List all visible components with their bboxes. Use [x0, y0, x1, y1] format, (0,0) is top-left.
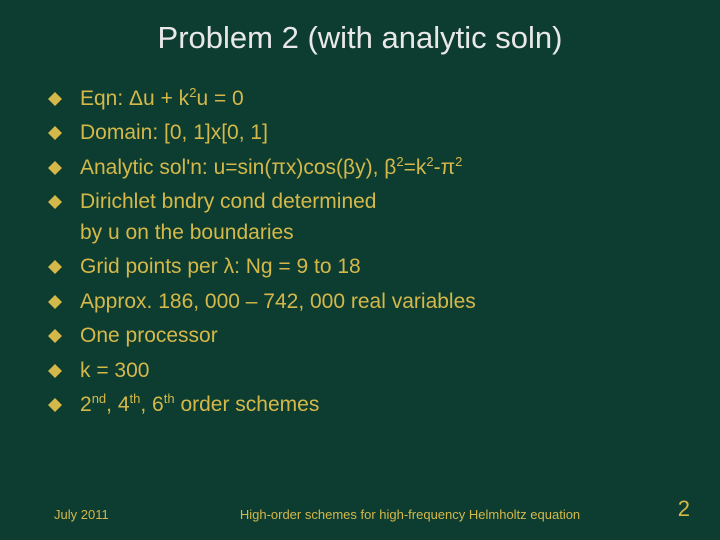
list-item: Approx. 186, 000 – 742, 000 real variabl…	[48, 287, 680, 317]
diamond-bullet-icon	[48, 260, 62, 274]
list-item: Grid points per λ: Ng = 9 to 18	[48, 252, 680, 282]
list-item: Domain: [0, 1]x[0, 1]	[48, 118, 680, 148]
list-item: Eqn: Δu + k2u = 0	[48, 84, 680, 114]
page-number: 2	[660, 496, 720, 522]
list-item: k = 300	[48, 356, 680, 386]
diamond-bullet-icon	[48, 161, 62, 175]
diamond-bullet-icon	[48, 126, 62, 140]
list-item-text: Domain: [0, 1]x[0, 1]	[80, 118, 680, 148]
list-item-text: Grid points per λ: Ng = 9 to 18	[80, 252, 680, 282]
bullet-list: Eqn: Δu + k2u = 0 Domain: [0, 1]x[0, 1] An…	[0, 84, 720, 420]
list-item: Dirichlet bndry cond determinedby u on t…	[48, 187, 680, 248]
slide-title: Problem 2 (with analytic soln)	[0, 0, 720, 84]
list-item: 2nd, 4th, 6th order schemes	[48, 390, 680, 420]
list-item-text: One processor	[80, 321, 680, 351]
list-item-text: 2nd, 4th, 6th order schemes	[80, 390, 680, 420]
diamond-bullet-icon	[48, 329, 62, 343]
diamond-bullet-icon	[48, 364, 62, 378]
diamond-bullet-icon	[48, 295, 62, 309]
footer-date: July 2011	[0, 507, 160, 522]
list-item-text: k = 300	[80, 356, 680, 386]
list-item: Analytic sol'n: u=sin(πx)cos(βy), β2=k2-…	[48, 153, 680, 183]
diamond-bullet-icon	[48, 92, 62, 106]
list-item-text: Dirichlet bndry cond determinedby u on t…	[80, 187, 680, 248]
list-item: One processor	[48, 321, 680, 351]
diamond-bullet-icon	[48, 398, 62, 412]
list-item-text: Eqn: Δu + k2u = 0	[80, 84, 680, 114]
list-item-text: Analytic sol'n: u=sin(πx)cos(βy), β2=k2-…	[80, 153, 680, 183]
footer-subtitle: High-order schemes for high-frequency He…	[160, 507, 660, 522]
diamond-bullet-icon	[48, 195, 62, 209]
footer: July 2011 High-order schemes for high-fr…	[0, 496, 720, 522]
list-item-text: Approx. 186, 000 – 742, 000 real variabl…	[80, 287, 680, 317]
